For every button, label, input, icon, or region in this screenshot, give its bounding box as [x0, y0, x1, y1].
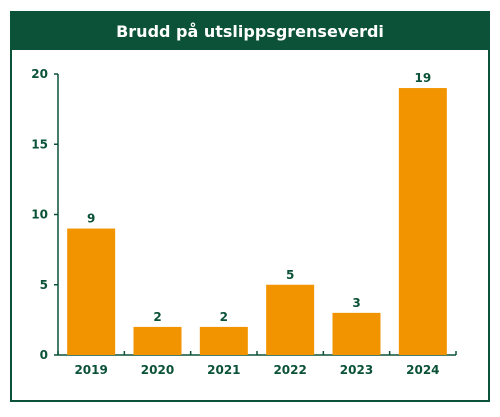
bar-2019 [67, 228, 116, 355]
x-axis: 2019 2020 2021 2022 2023 2024 [57, 351, 457, 377]
data-labels: 9 2 2 5 3 19 [87, 71, 431, 324]
x-tick-label-2019: 2019 [74, 363, 107, 377]
bars [67, 88, 447, 356]
bar-2023 [332, 312, 381, 355]
y-tick-label: 15 [31, 137, 48, 151]
bar-2021 [199, 326, 248, 355]
data-label-2024: 19 [414, 71, 431, 85]
data-label-2019: 9 [87, 212, 95, 226]
bar-2020 [133, 326, 182, 355]
x-tick-label-2020: 2020 [141, 363, 174, 377]
y-axis: 0 5 10 15 20 [31, 67, 59, 362]
y-tick-label: 20 [31, 67, 48, 81]
data-label-2020: 2 [153, 310, 161, 324]
data-label-2022: 5 [286, 268, 294, 282]
y-tick-label: 5 [40, 278, 48, 292]
y-tick-label: 0 [40, 348, 48, 362]
x-tick-label-2024: 2024 [406, 363, 439, 377]
x-tick-label-2023: 2023 [340, 363, 373, 377]
bar-2024 [398, 88, 447, 356]
chart-title: Brudd på utslippsgrenseverdi [12, 13, 488, 50]
x-tick-label-2022: 2022 [273, 363, 306, 377]
data-label-2023: 3 [352, 296, 360, 310]
data-label-2021: 2 [220, 310, 228, 324]
x-tick-label-2021: 2021 [207, 363, 240, 377]
bar-2022 [266, 284, 315, 355]
y-tick-label: 10 [31, 208, 48, 222]
